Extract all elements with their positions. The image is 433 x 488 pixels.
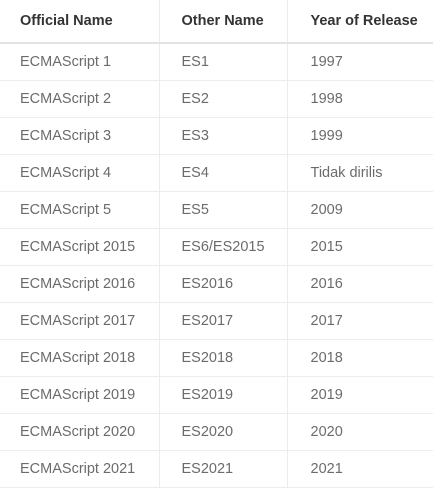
- official-name-cell: ECMAScript 1: [0, 43, 160, 81]
- year-cell: 2016: [287, 265, 433, 303]
- table-row: ECMAScript 2019 ES2019 2019: [0, 376, 433, 414]
- official-name-cell: ECMAScript 2: [0, 80, 160, 118]
- table-row: ECMAScript 3 ES3 1999: [0, 117, 433, 155]
- table-header: Official Name Other Name Year of Release: [0, 0, 433, 44]
- year-cell: 2018: [287, 339, 433, 377]
- official-name-cell: ECMAScript 2018: [0, 339, 160, 377]
- year-cell: 2020: [287, 413, 433, 451]
- other-name-cell: ES2018: [159, 339, 288, 377]
- official-name-cell: ECMAScript 4: [0, 154, 160, 192]
- other-name-cell: ES2020: [159, 413, 288, 451]
- year-cell: 2017: [287, 302, 433, 340]
- other-name-cell: ES5: [159, 191, 288, 229]
- table-row: ECMAScript 2016 ES2016 2016: [0, 265, 433, 303]
- table-row: ECMAScript 2 ES2 1998: [0, 80, 433, 118]
- year-cell: 1998: [287, 80, 433, 118]
- header-row: Official Name Other Name Year of Release: [0, 0, 433, 44]
- official-name-cell: ECMAScript 2016: [0, 265, 160, 303]
- official-name-cell: ECMAScript 3: [0, 117, 160, 155]
- year-cell: Tidak dirilis: [287, 154, 433, 192]
- table-row: ECMAScript 1 ES1 1997: [0, 43, 433, 81]
- other-name-cell: ES1: [159, 43, 288, 81]
- table-row: ECMAScript 2020 ES2020 2020: [0, 413, 433, 451]
- table-row: ECMAScript 4 ES4 Tidak dirilis: [0, 154, 433, 192]
- official-name-cell: ECMAScript 2015: [0, 228, 160, 266]
- official-name-cell: ECMAScript 2017: [0, 302, 160, 340]
- other-name-cell: ES2017: [159, 302, 288, 340]
- header-year-of-release: Year of Release: [287, 0, 433, 44]
- other-name-cell: ES6/ES2015: [159, 228, 288, 266]
- table-row: ECMAScript 2015 ES6/ES2015 2015: [0, 228, 433, 266]
- other-name-cell: ES4: [159, 154, 288, 192]
- year-cell: 1999: [287, 117, 433, 155]
- table-row: ECMAScript 2018 ES2018 2018: [0, 339, 433, 377]
- table-row: ECMAScript 5 ES5 2009: [0, 191, 433, 229]
- year-cell: 2019: [287, 376, 433, 414]
- year-cell: 2015: [287, 228, 433, 266]
- official-name-cell: ECMAScript 2020: [0, 413, 160, 451]
- header-other-name: Other Name: [159, 0, 288, 44]
- year-cell: 1997: [287, 43, 433, 81]
- other-name-cell: ES2016: [159, 265, 288, 303]
- other-name-cell: ES3: [159, 117, 288, 155]
- official-name-cell: ECMAScript 5: [0, 191, 160, 229]
- official-name-cell: ECMAScript 2019: [0, 376, 160, 414]
- other-name-cell: ES2: [159, 80, 288, 118]
- year-cell: 2009: [287, 191, 433, 229]
- table-body: ECMAScript 1 ES1 1997 ECMAScript 2 ES2 1…: [0, 43, 433, 488]
- table-row: ECMAScript 2017 ES2017 2017: [0, 302, 433, 340]
- header-official-name: Official Name: [0, 0, 160, 44]
- other-name-cell: ES2019: [159, 376, 288, 414]
